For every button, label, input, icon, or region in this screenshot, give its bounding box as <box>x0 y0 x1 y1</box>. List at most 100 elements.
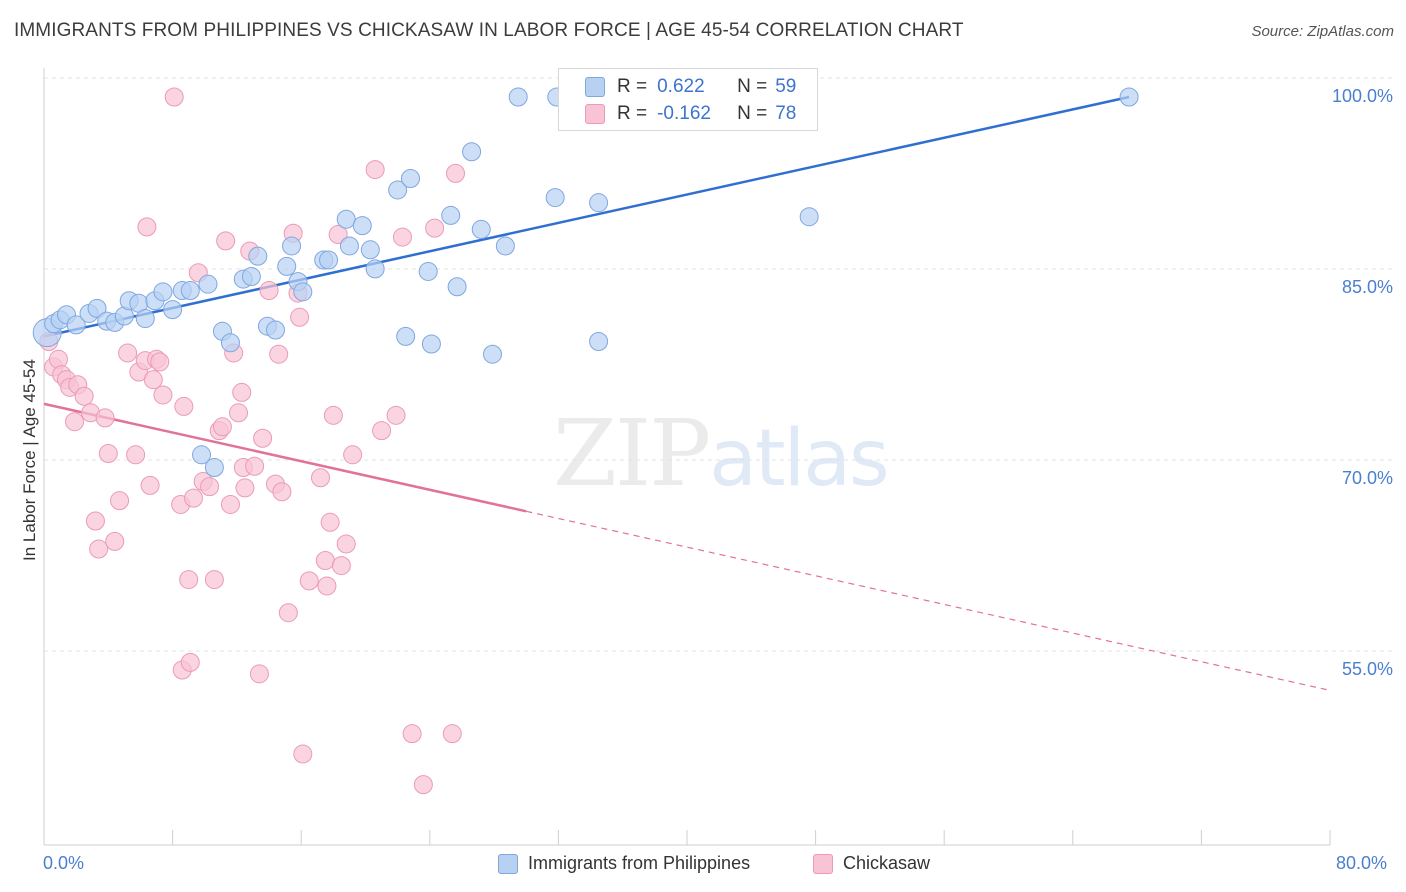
legend-swatch-blue <box>498 853 518 874</box>
legend-r-value: 0.622 <box>657 76 705 97</box>
y-tick-label: 55.0% <box>1341 659 1393 679</box>
point-chickasaw <box>343 445 363 465</box>
trend-line-chickasaw-extrapolated <box>526 510 1331 691</box>
trend-line-philippines <box>43 95 1130 338</box>
point-chickasaw <box>323 405 343 425</box>
legend-row-chickasaw: R = -0.162 N = 78 <box>585 102 796 126</box>
y-tick-label: 70.0% <box>1341 468 1393 488</box>
point-chickasaw <box>164 87 184 107</box>
legend-item-chickasaw[interactable]: Chickasaw <box>813 853 930 874</box>
point-philippines <box>135 309 155 329</box>
point-philippines <box>319 250 339 270</box>
point-chickasaw <box>137 217 157 237</box>
point-chickasaw <box>204 570 224 590</box>
point-chickasaw <box>126 445 146 465</box>
point-chickasaw <box>365 160 385 180</box>
legend-swatch-pink <box>585 104 605 124</box>
point-chickasaw <box>245 456 265 476</box>
point-philippines <box>293 282 313 302</box>
point-philippines <box>339 236 359 256</box>
trend-line-chickasaw <box>43 402 527 513</box>
point-philippines <box>365 259 385 279</box>
x-tick-label-min: 0.0% <box>43 853 85 873</box>
point-chickasaw <box>183 488 203 508</box>
axes <box>43 68 1331 846</box>
point-chickasaw <box>180 652 200 672</box>
point-philippines <box>198 274 218 294</box>
legend-item-philippines[interactable]: Immigrants from Philippines <box>498 853 750 874</box>
zipatlas-watermark: ZIPatlas <box>553 400 890 507</box>
point-chickasaw <box>328 225 348 245</box>
point-philippines <box>495 236 515 256</box>
y-tick-label: 100.0% <box>1331 86 1393 106</box>
point-chickasaw <box>85 511 105 531</box>
point-philippines <box>589 331 609 351</box>
point-chickasaw <box>229 403 249 423</box>
point-philippines <box>508 87 528 107</box>
point-philippines <box>401 168 421 188</box>
grid-lines <box>44 77 1392 652</box>
point-philippines <box>482 344 502 364</box>
point-chickasaw <box>253 428 273 448</box>
point-chickasaw <box>315 550 335 570</box>
legend-n-value: 59 <box>775 76 797 97</box>
point-chickasaw <box>150 352 170 372</box>
point-chickasaw <box>331 556 351 576</box>
point-chickasaw <box>95 408 115 428</box>
point-chickasaw <box>110 491 130 511</box>
point-chickasaw <box>278 603 298 623</box>
stats-legend: R = 0.622 N = 59 R = -0.162 N = 78 <box>558 68 818 131</box>
point-chickasaw <box>293 744 313 764</box>
point-chickasaw <box>105 531 125 551</box>
legend-swatch-pink <box>813 853 833 874</box>
legend-label-chickasaw: Chickasaw <box>843 853 931 873</box>
legend-n-label: N = <box>737 76 768 97</box>
y-axis-title: In Labor Force | Age 45-54 <box>20 359 39 561</box>
legend-r-label: R = <box>617 76 648 97</box>
point-philippines <box>352 216 372 236</box>
trend-lines <box>43 95 1331 691</box>
point-chickasaw <box>118 343 138 363</box>
legend-r-label: R = <box>617 103 648 124</box>
point-chickasaw <box>442 724 462 744</box>
point-philippines <box>471 219 491 239</box>
point-philippines <box>153 282 173 302</box>
point-philippines <box>204 458 224 478</box>
point-chickasaw <box>392 227 412 247</box>
chart-title: IMMIGRANTS FROM PHILIPPINES VS CHICKASAW… <box>14 20 964 41</box>
point-chickasaw <box>200 477 220 497</box>
point-chickasaw <box>446 163 466 183</box>
legend-swatch-blue <box>585 77 605 97</box>
point-chickasaw <box>425 218 445 238</box>
point-philippines <box>277 256 297 276</box>
point-chickasaw <box>249 664 269 684</box>
point-chickasaw <box>235 478 255 498</box>
point-chickasaw <box>220 494 240 514</box>
point-philippines <box>220 333 240 353</box>
point-philippines <box>1119 87 1139 107</box>
point-philippines <box>388 180 408 200</box>
point-chickasaw <box>153 385 173 405</box>
y-tick-label: 85.0% <box>1341 277 1393 297</box>
point-philippines <box>336 209 356 229</box>
point-philippines <box>87 298 107 318</box>
point-chickasaw <box>89 539 109 559</box>
legend-n-label: N = <box>737 103 768 124</box>
point-philippines <box>248 246 268 266</box>
legend-r-value: -0.162 <box>657 103 711 124</box>
point-philippines <box>441 205 461 225</box>
point-chickasaw <box>372 421 392 441</box>
point-chickasaw <box>272 482 292 502</box>
legend-label-philippines: Immigrants from Philippines <box>528 853 751 873</box>
point-chickasaw <box>174 396 194 416</box>
point-philippines <box>192 445 212 465</box>
point-philippines <box>421 334 441 354</box>
point-chickasaw <box>98 444 118 464</box>
point-philippines <box>799 207 819 227</box>
point-chickasaw <box>140 475 160 495</box>
point-chickasaw <box>269 344 289 364</box>
point-philippines <box>265 320 285 340</box>
point-chickasaw <box>413 775 433 795</box>
point-chickasaw <box>402 724 422 744</box>
point-philippines <box>163 300 183 320</box>
